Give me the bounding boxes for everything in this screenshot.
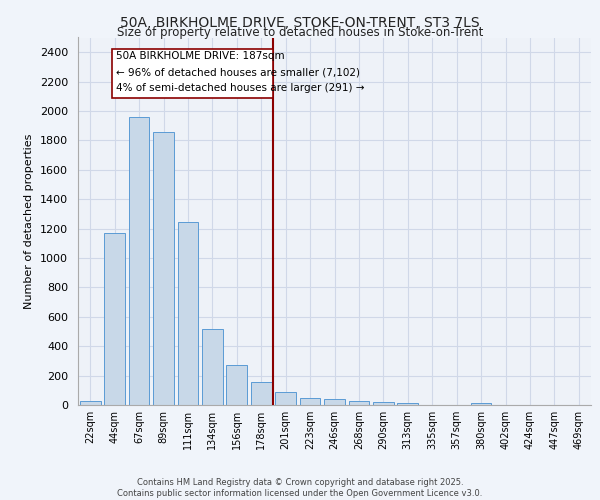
- Text: 4% of semi-detached houses are larger (291) →: 4% of semi-detached houses are larger (2…: [116, 83, 364, 93]
- Text: Contains HM Land Registry data © Crown copyright and database right 2025.
Contai: Contains HM Land Registry data © Crown c…: [118, 478, 482, 498]
- Bar: [324, 399, 345, 405]
- Bar: [202, 330, 223, 405]
- Bar: [470, 403, 491, 405]
- Bar: [275, 392, 296, 405]
- Bar: [153, 132, 174, 405]
- Bar: [104, 233, 125, 405]
- Bar: [373, 402, 394, 405]
- Bar: [299, 398, 320, 405]
- Text: 50A BIRKHOLME DRIVE: 187sqm: 50A BIRKHOLME DRIVE: 187sqm: [116, 52, 284, 62]
- Bar: [178, 222, 199, 405]
- FancyBboxPatch shape: [112, 50, 274, 98]
- Y-axis label: Number of detached properties: Number of detached properties: [25, 134, 34, 309]
- Bar: [128, 117, 149, 405]
- Bar: [226, 364, 247, 405]
- Bar: [251, 382, 272, 405]
- Bar: [80, 400, 101, 405]
- Bar: [397, 403, 418, 405]
- Text: Size of property relative to detached houses in Stoke-on-Trent: Size of property relative to detached ho…: [117, 26, 483, 39]
- Bar: [349, 402, 370, 405]
- Text: ← 96% of detached houses are smaller (7,102): ← 96% of detached houses are smaller (7,…: [116, 68, 360, 78]
- Text: 50A, BIRKHOLME DRIVE, STOKE-ON-TRENT, ST3 7LS: 50A, BIRKHOLME DRIVE, STOKE-ON-TRENT, ST…: [120, 16, 480, 30]
